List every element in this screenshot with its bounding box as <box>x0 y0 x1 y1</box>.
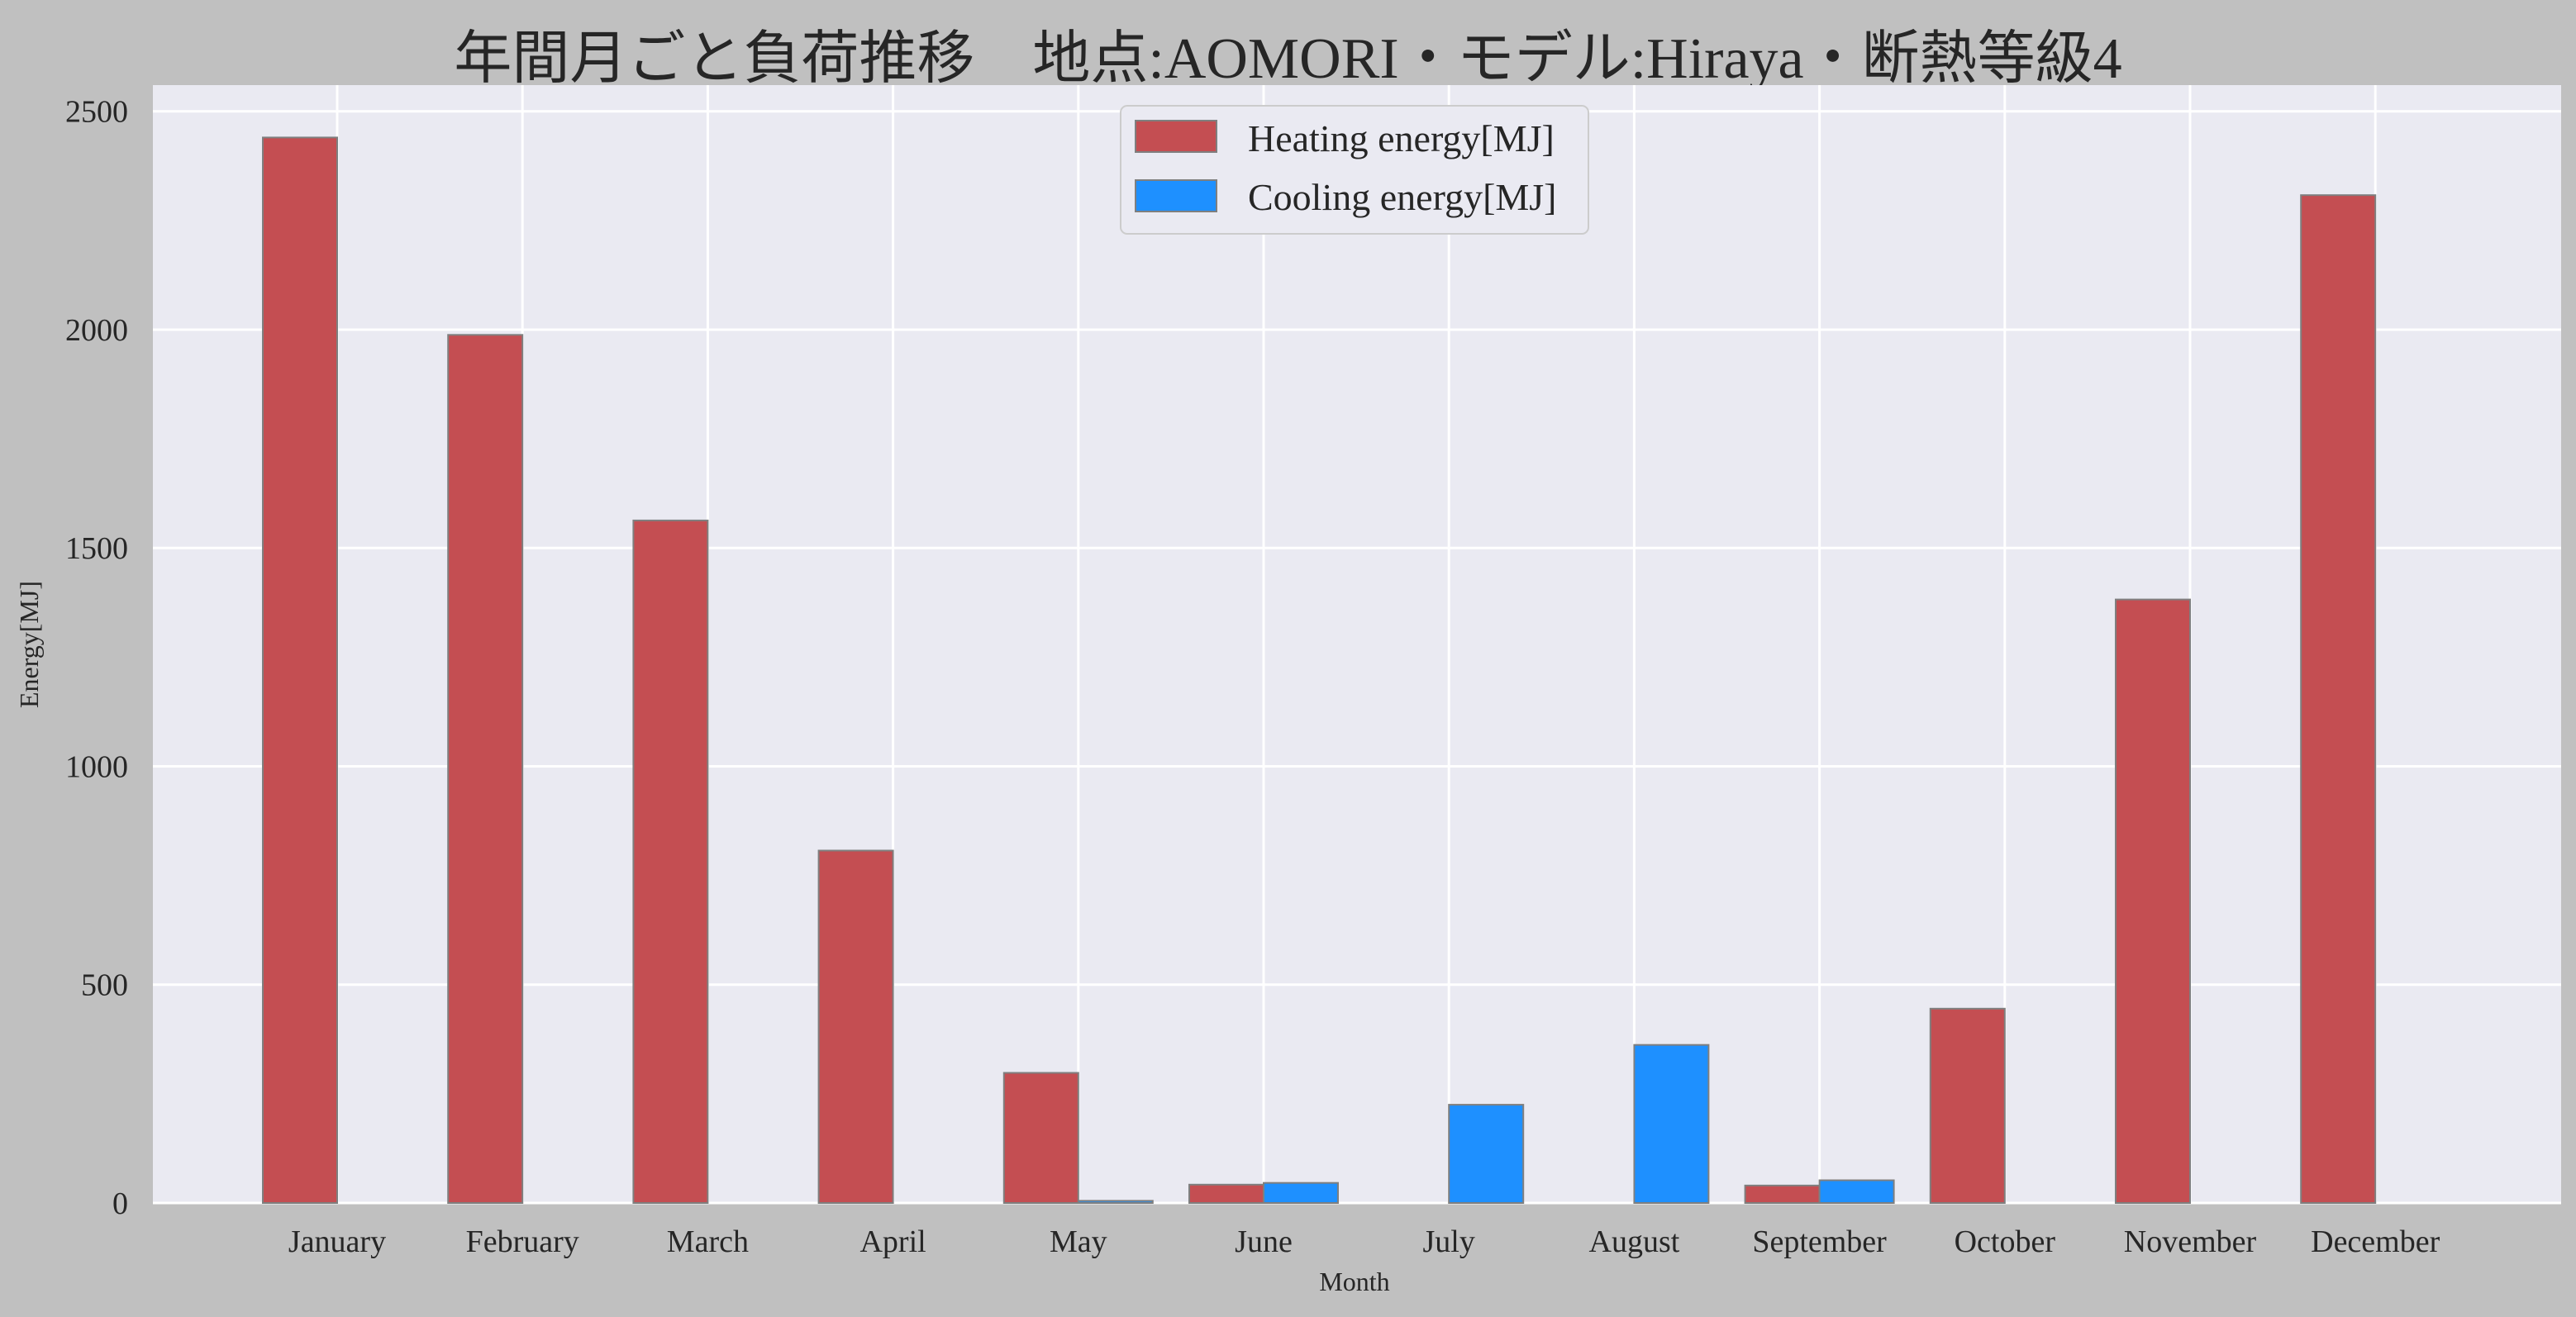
x-tick-label: February <box>466 1224 579 1259</box>
heating-bar-march <box>632 519 709 1204</box>
x-tick-label: December <box>2311 1224 2440 1259</box>
legend-swatch-cooling <box>1135 179 1217 212</box>
x-tick-label: January <box>288 1224 386 1259</box>
bars <box>262 136 2377 1205</box>
cooling-bar-july <box>1448 1104 1525 1204</box>
heating-bar-september <box>1744 1184 1821 1204</box>
cooling-bar-may <box>1077 1200 1154 1204</box>
cooling-bar-august <box>1633 1044 1710 1205</box>
x-tick-label: July <box>1423 1224 1475 1259</box>
cooling-bar-june <box>1263 1181 1339 1204</box>
x-tick-label: September <box>1752 1224 1887 1259</box>
legend: Heating energy[MJ] Cooling energy[MJ] <box>1120 105 1589 235</box>
heating-bar-october <box>1929 1007 2006 1204</box>
y-tick-label: 1500 <box>65 531 128 566</box>
heating-bar-november <box>2115 598 2191 1204</box>
x-tick-label: May <box>1050 1224 1107 1259</box>
heating-bar-december <box>2300 194 2377 1205</box>
heating-bar-february <box>447 334 524 1205</box>
heating-bar-june <box>1188 1183 1264 1205</box>
legend-swatch-heating <box>1135 120 1217 153</box>
x-tick-label: November <box>2124 1224 2257 1259</box>
y-axis-label: Energy[MJ] <box>14 581 44 708</box>
x-tick-label: August <box>1589 1224 1680 1259</box>
legend-label-cooling: Cooling energy[MJ] <box>1248 176 1557 218</box>
y-tick-labels: 0 500 1000 1500 2000 2500 <box>65 95 128 1221</box>
heating-bar-april <box>817 849 894 1205</box>
x-tick-label: June <box>1235 1224 1293 1259</box>
y-tick-label: 2000 <box>65 313 128 348</box>
heating-bar-may <box>1002 1072 1079 1204</box>
cooling-bar-september <box>1818 1179 1895 1205</box>
heating-bar-january <box>262 136 338 1204</box>
x-axis-label: Month <box>1319 1267 1389 1296</box>
legend-box <box>1120 105 1589 235</box>
y-tick-label: 500 <box>81 968 128 1003</box>
x-tick-label: April <box>859 1224 926 1259</box>
y-tick-label: 1000 <box>65 749 128 784</box>
x-tick-label: October <box>1955 1224 2056 1259</box>
chart-title: 年間月ごと負荷推移 地点:AOMORI・モデル:Hiraya・断熱等級4 <box>454 27 2122 91</box>
y-tick-label: 0 <box>112 1186 128 1221</box>
y-tick-label: 2500 <box>65 95 128 130</box>
x-tick-labels: January February March April May June July Augu… <box>288 1224 2440 1259</box>
legend-label-heating: Heating energy[MJ] <box>1248 117 1555 159</box>
x-tick-label: March <box>667 1224 749 1259</box>
